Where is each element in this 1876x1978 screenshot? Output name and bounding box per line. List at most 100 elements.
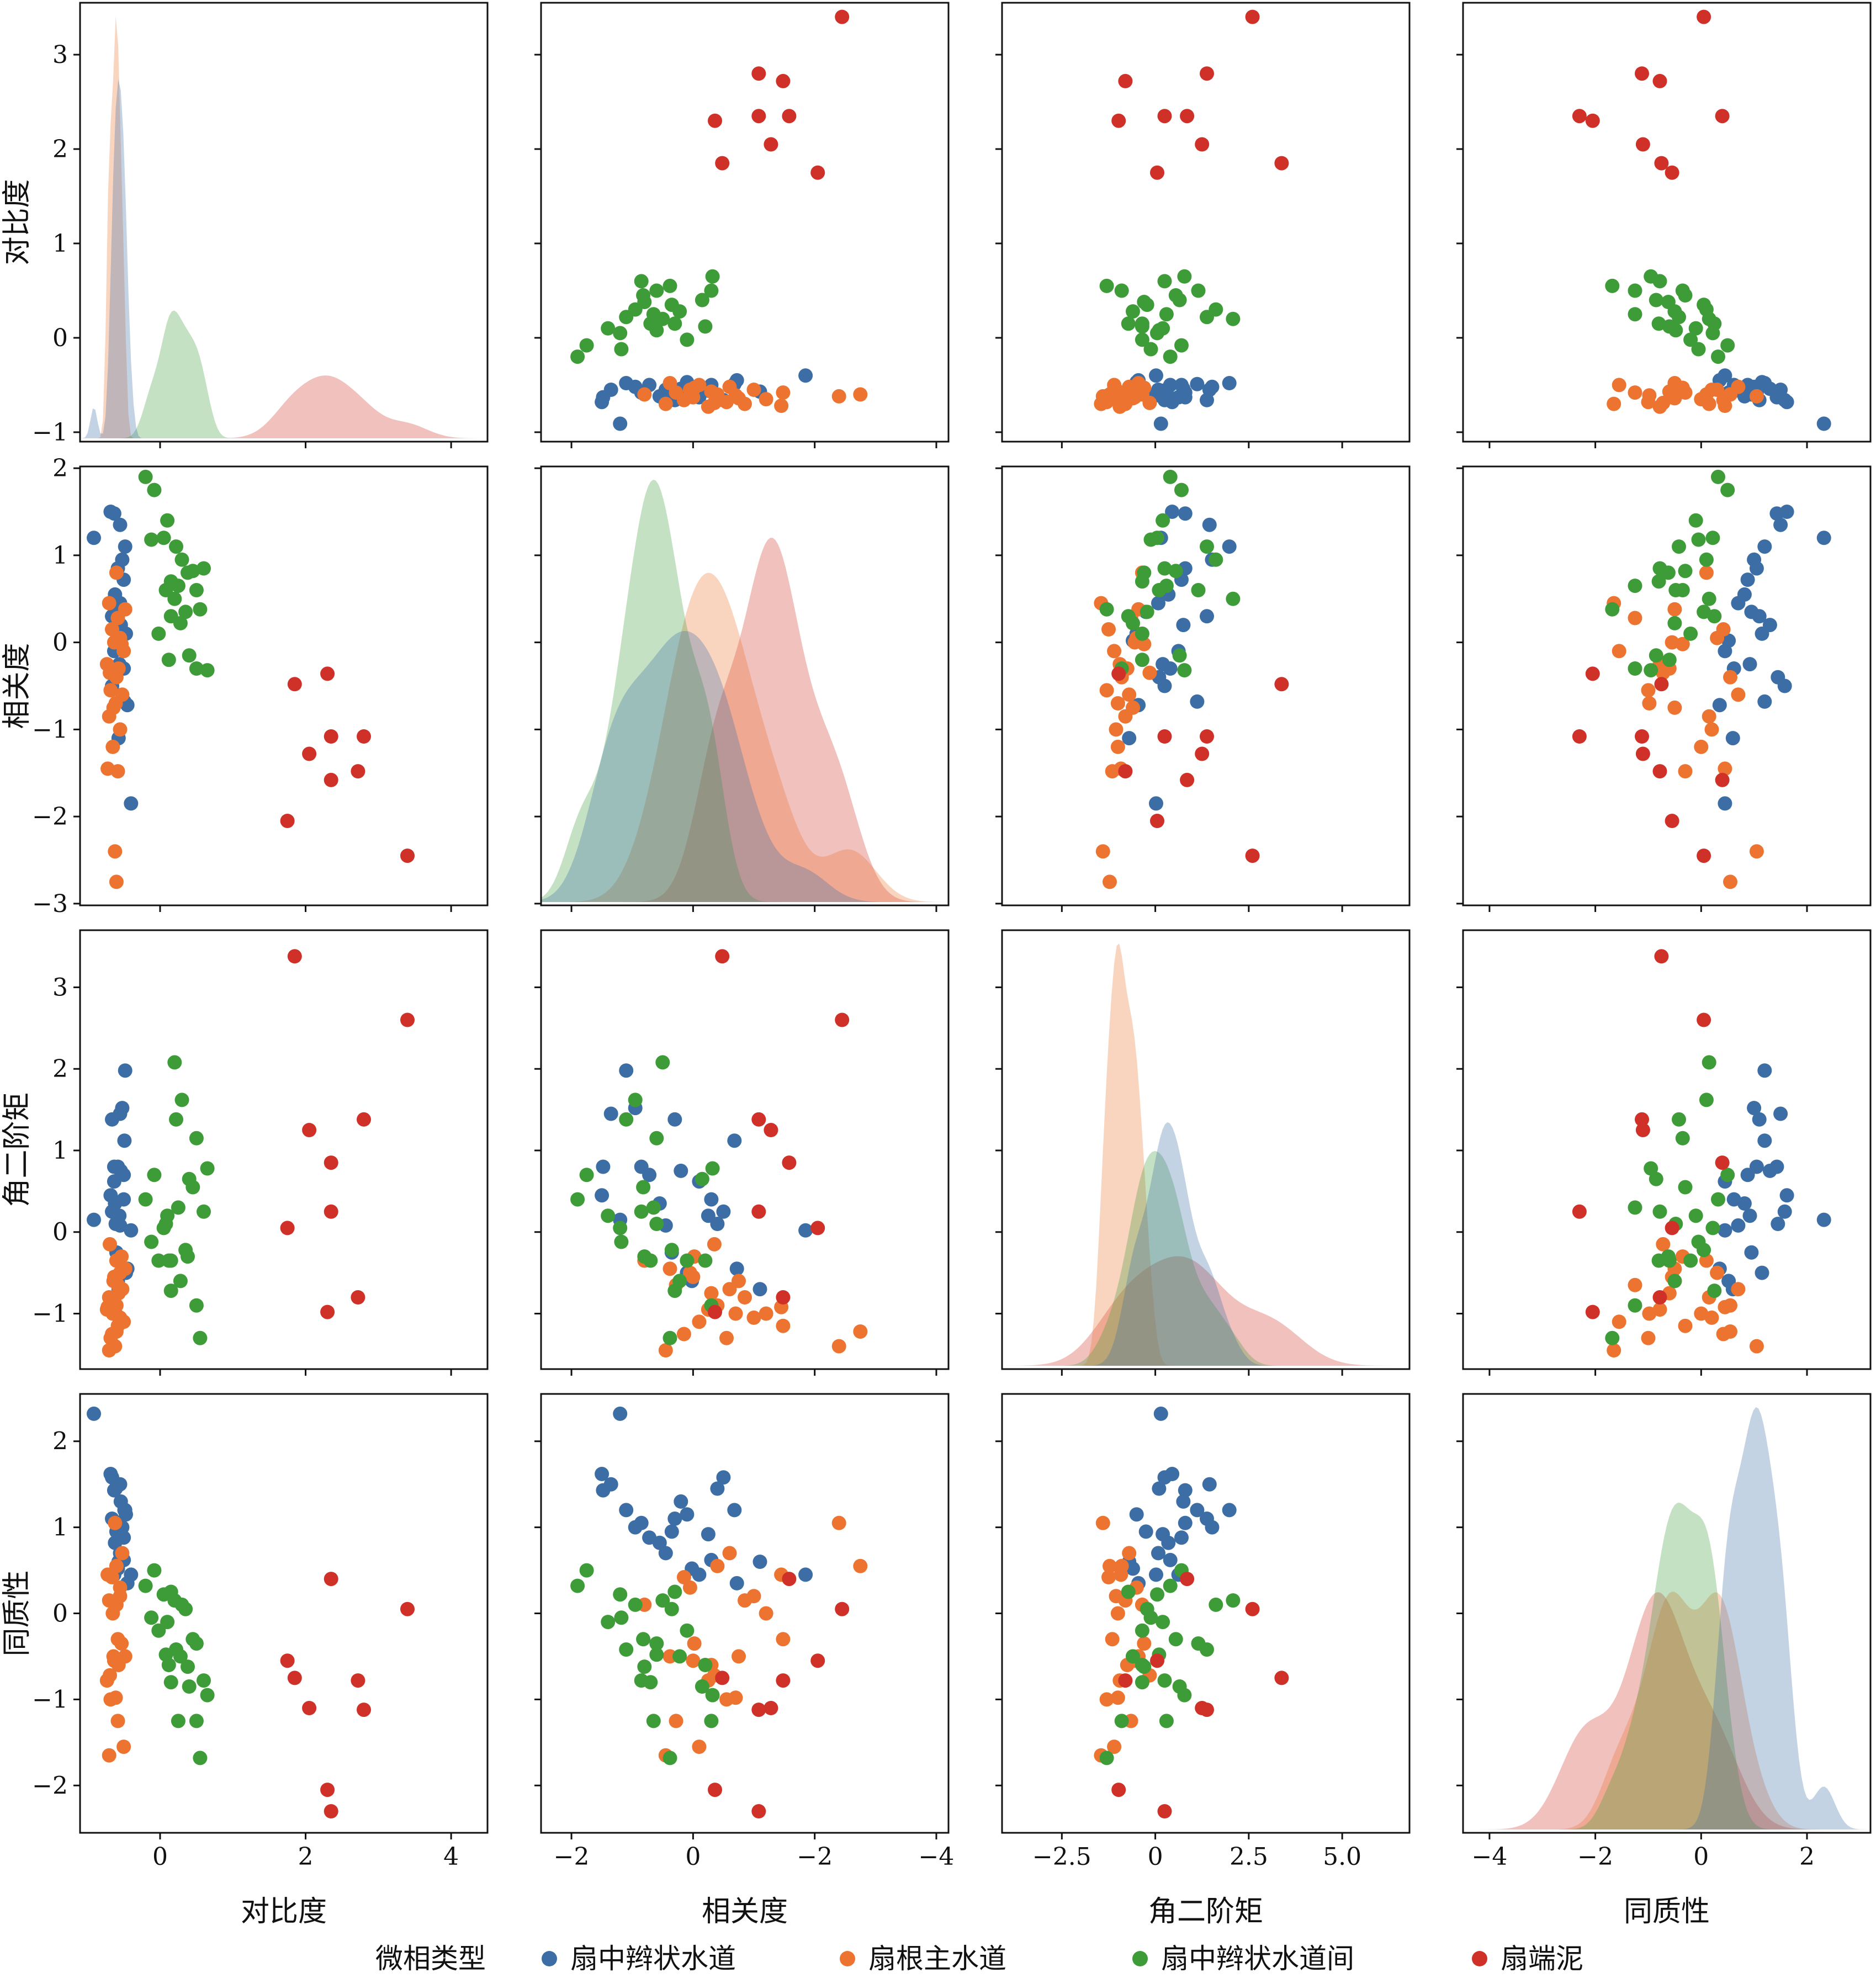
point-1-23 bbox=[108, 1306, 123, 1321]
point-2-22 bbox=[200, 1161, 215, 1176]
y-tick-label: 2 bbox=[52, 1055, 68, 1083]
point-2-14 bbox=[1226, 1593, 1241, 1608]
point-0-0 bbox=[1816, 416, 1831, 431]
point-3-6 bbox=[1654, 677, 1669, 692]
point-1-9 bbox=[1641, 683, 1656, 698]
point-2-21 bbox=[189, 1714, 204, 1728]
point-2-9 bbox=[1628, 579, 1642, 593]
point-2-11 bbox=[158, 583, 173, 597]
point-1-5 bbox=[1109, 722, 1124, 737]
point-1-9 bbox=[719, 1330, 734, 1345]
point-1-7 bbox=[732, 1649, 746, 1664]
point-1-4 bbox=[759, 1606, 773, 1621]
point-2-15 bbox=[178, 604, 193, 619]
point-1-8 bbox=[722, 1546, 737, 1561]
point-1-4 bbox=[759, 1306, 773, 1321]
point-1-0 bbox=[853, 1324, 868, 1339]
point-3-8 bbox=[1585, 113, 1600, 128]
point-2-12 bbox=[1137, 565, 1152, 580]
point-0-13 bbox=[680, 1507, 695, 1522]
point-2-22 bbox=[200, 1688, 215, 1703]
point-1-0 bbox=[1103, 1558, 1117, 1573]
point-1-19 bbox=[102, 1748, 116, 1763]
point-2-1 bbox=[1720, 482, 1735, 497]
point-0-3 bbox=[113, 517, 128, 532]
point-2-15 bbox=[664, 1602, 679, 1616]
y-tick-label: −2 bbox=[32, 803, 68, 831]
point-0-1 bbox=[1165, 505, 1180, 519]
y-tick-label: −3 bbox=[32, 890, 68, 918]
point-2-13 bbox=[634, 1204, 649, 1219]
point-2-23 bbox=[1135, 1658, 1149, 1672]
point-0-18 bbox=[108, 1217, 123, 1231]
point-3-7 bbox=[357, 729, 371, 744]
legend-title: 微相类型 bbox=[375, 1943, 486, 1975]
point-2-17 bbox=[173, 1274, 188, 1288]
point-0-4 bbox=[118, 539, 133, 554]
point-2-13 bbox=[1157, 1673, 1172, 1688]
point-1-22 bbox=[707, 1237, 722, 1252]
point-2-21 bbox=[1628, 661, 1642, 676]
point-1-9 bbox=[1099, 683, 1114, 698]
point-2-16 bbox=[1121, 1584, 1136, 1599]
point-1-22 bbox=[103, 1237, 117, 1252]
point-0-5 bbox=[1747, 1101, 1762, 1116]
point-2-3 bbox=[613, 326, 628, 341]
point-1-8 bbox=[1122, 1546, 1137, 1561]
point-0-18 bbox=[710, 1217, 725, 1231]
point-1-17 bbox=[110, 1714, 125, 1728]
point-1-8 bbox=[1731, 1282, 1746, 1297]
point-1-15 bbox=[1710, 1265, 1725, 1280]
point-2-22 bbox=[705, 269, 720, 284]
point-2-15 bbox=[1697, 1243, 1711, 1258]
panel-frame bbox=[1462, 2, 1872, 443]
point-2-6 bbox=[174, 552, 189, 567]
point-1-3 bbox=[776, 1318, 791, 1333]
point-0-12 bbox=[1176, 618, 1191, 633]
x-tick-label: −2 bbox=[797, 1843, 833, 1871]
point-3-7 bbox=[1635, 1112, 1649, 1127]
point-3-0 bbox=[1697, 9, 1711, 24]
point-2-1 bbox=[579, 1563, 594, 1578]
point-0-17 bbox=[1742, 1208, 1757, 1223]
point-0-15 bbox=[107, 1174, 121, 1189]
point-3-5 bbox=[351, 1673, 365, 1688]
point-1-11 bbox=[704, 1286, 719, 1301]
point-1-10 bbox=[1723, 1298, 1737, 1313]
point-2-11 bbox=[649, 1217, 664, 1231]
point-2-13 bbox=[634, 274, 649, 289]
legend: 微相类型 扇中辫状水道 扇根主水道 扇中辫状水道间 扇端泥 bbox=[375, 1943, 1583, 1975]
point-2-13 bbox=[634, 1673, 649, 1688]
point-1-3 bbox=[110, 764, 125, 779]
point-0-23 bbox=[124, 1223, 139, 1238]
point-0-18 bbox=[710, 1481, 725, 1496]
point-0-16 bbox=[704, 1192, 719, 1207]
point-2-22 bbox=[1177, 1688, 1192, 1703]
point-1-1 bbox=[1749, 389, 1764, 404]
point-0-4 bbox=[118, 1063, 133, 1078]
point-0-4 bbox=[1222, 376, 1237, 390]
point-1-3 bbox=[1678, 764, 1693, 779]
point-0-19 bbox=[1777, 393, 1792, 407]
point-0-21 bbox=[729, 1576, 744, 1590]
point-0-23 bbox=[798, 1223, 813, 1238]
point-0-0 bbox=[87, 1406, 101, 1421]
point-2-1 bbox=[1720, 338, 1735, 353]
point-2-5 bbox=[144, 1610, 159, 1625]
point-0-20 bbox=[117, 1503, 132, 1518]
point-0-23 bbox=[1718, 1223, 1732, 1238]
x-tick-label: 2 bbox=[298, 1843, 314, 1871]
point-2-14 bbox=[167, 591, 182, 606]
point-2-11 bbox=[158, 1217, 173, 1231]
y-tick-label: −1 bbox=[32, 418, 68, 447]
point-1-16 bbox=[1101, 622, 1116, 637]
point-3-3 bbox=[751, 109, 766, 124]
point-1-21 bbox=[1675, 637, 1690, 651]
point-2-20 bbox=[182, 648, 197, 663]
point-3-5 bbox=[776, 73, 791, 88]
point-0-3 bbox=[1202, 1477, 1217, 1492]
y-axis-label: 同质性 bbox=[1, 1570, 34, 1656]
point-2-23 bbox=[698, 1253, 713, 1268]
point-1-16 bbox=[105, 622, 119, 637]
point-2-14 bbox=[1226, 311, 1241, 326]
